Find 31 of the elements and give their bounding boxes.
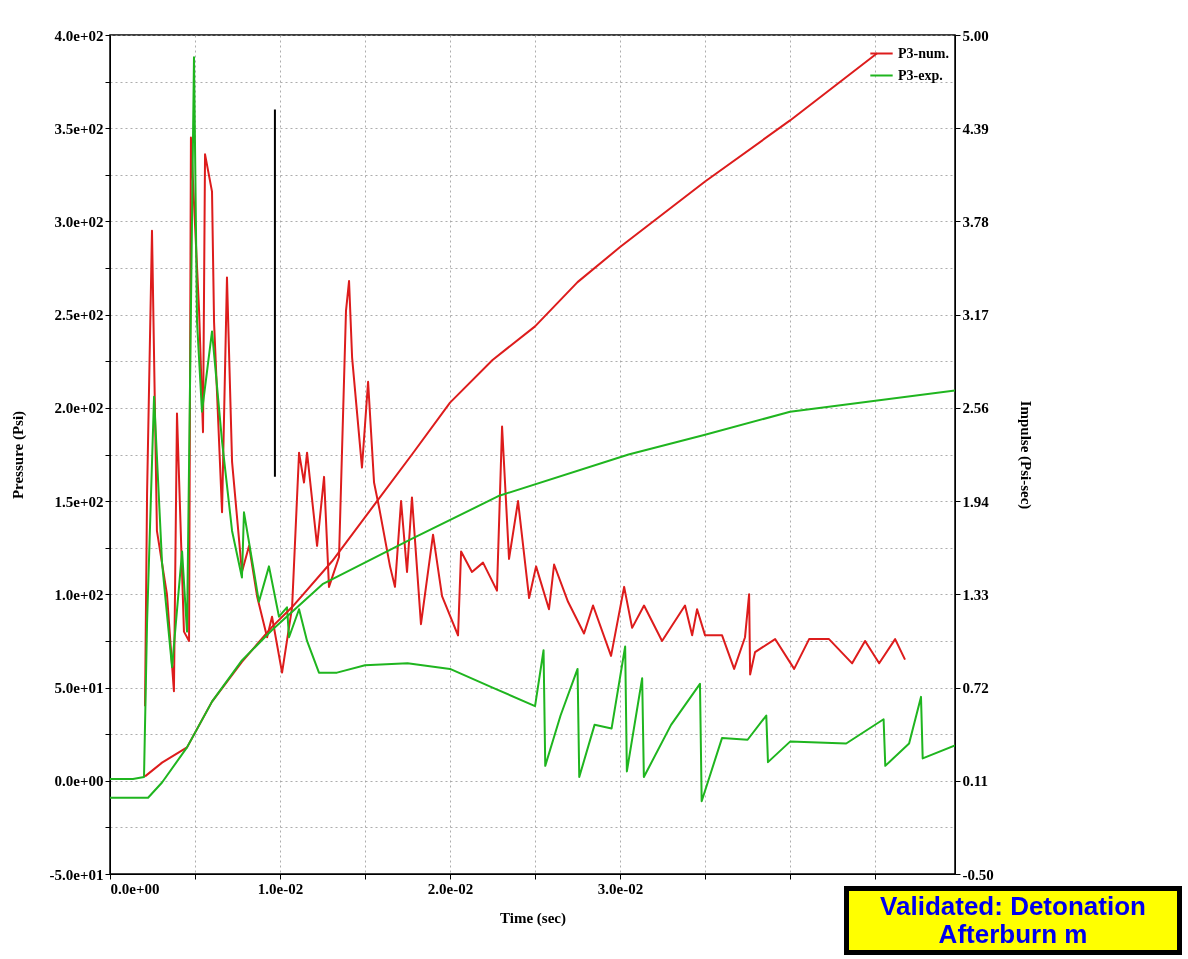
y-tick-label: 2.0e+02 xyxy=(54,400,104,417)
y2-axis-title: Impulse (Psi-sec) xyxy=(1016,400,1034,510)
y2-tick-label: 2.56 xyxy=(962,400,990,417)
y-tick-label: -5.0e+01 xyxy=(49,866,104,883)
y2-tick-label: 0.72 xyxy=(962,680,989,697)
legend-label: P3-exp. xyxy=(898,67,943,83)
y2-tick-label: -0.50 xyxy=(962,866,994,883)
x-tick-label: 2.0e-02 xyxy=(427,880,474,897)
y2-tick-label: 4.39 xyxy=(962,120,989,137)
x-axis-title: Time (sec) xyxy=(500,909,566,927)
y-tick-label: 1.5e+02 xyxy=(54,493,104,510)
y-axis-title: Pressure (Psi) xyxy=(9,410,27,500)
y2-tick-label: 0.11 xyxy=(962,773,988,790)
y2-tick-label: 1.33 xyxy=(962,586,989,603)
x-tick-label: 1.0e-02 xyxy=(257,880,304,897)
x-tick-label: 0.0e+00 xyxy=(110,880,160,897)
y-tick-label: 3.5e+02 xyxy=(54,120,104,137)
y-tick-label: 5.0e+01 xyxy=(54,680,104,697)
y2-tick-label: 3.78 xyxy=(962,213,989,230)
text: Validated: Detonation Afterburn m xyxy=(844,886,1182,955)
y-tick-label: 0.0e+00 xyxy=(54,773,104,790)
y2-tick-label: 3.17 xyxy=(962,307,990,324)
legend-label: P3-num. xyxy=(898,45,949,61)
y-tick-label: 2.5e+02 xyxy=(54,307,104,324)
y-tick-label: 3.0e+02 xyxy=(54,213,104,230)
y-tick-label: 1.0e+02 xyxy=(54,586,104,603)
line-series xyxy=(110,56,955,803)
y2-tick-label: 5.00 xyxy=(962,27,989,44)
x-tick-label: 3.0e-02 xyxy=(597,880,644,897)
y-tick-label: 4.0e+02 xyxy=(54,27,104,44)
y2-tick-label: 1.94 xyxy=(962,493,990,510)
